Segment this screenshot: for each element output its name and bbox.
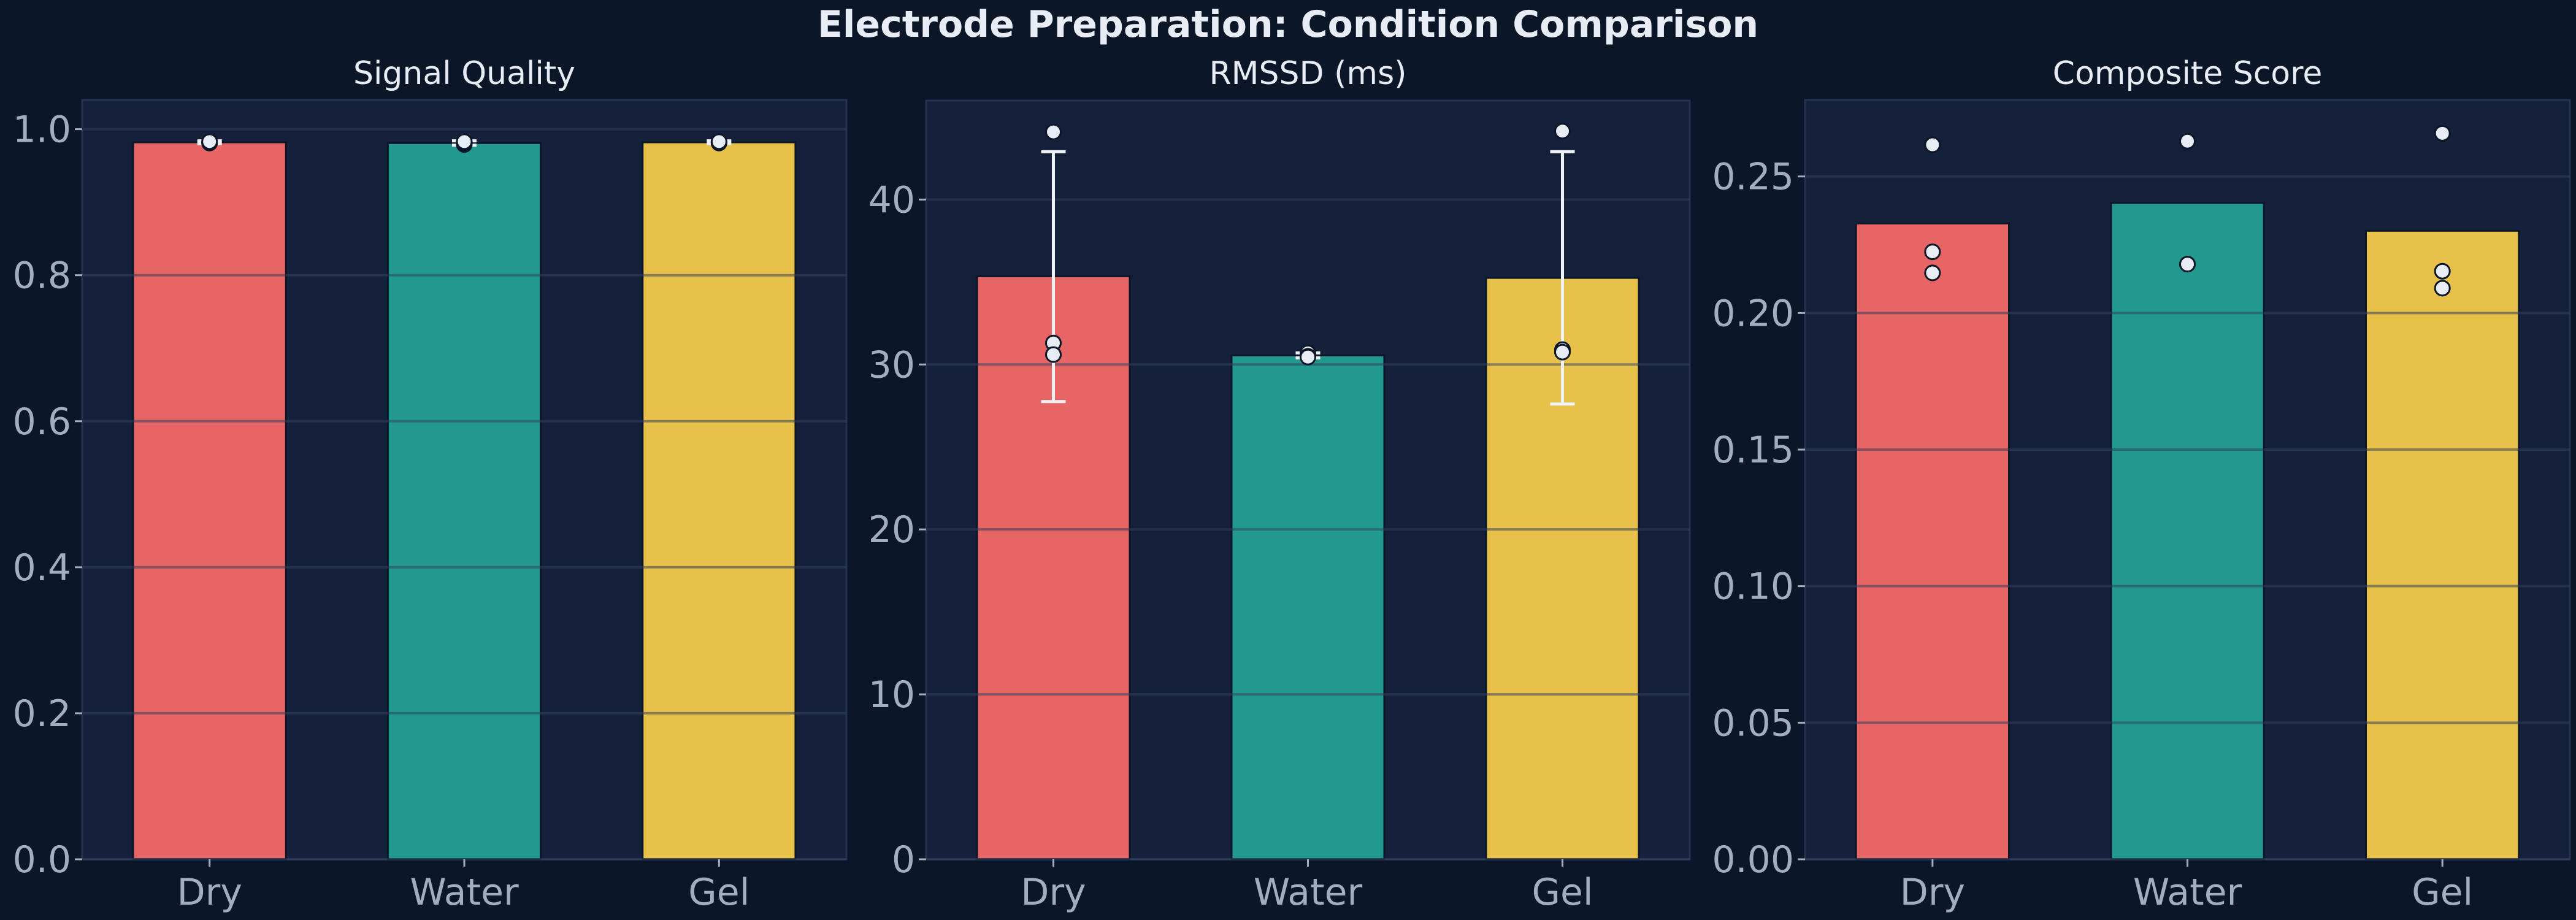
y-tick-label: 0.8 <box>13 255 71 297</box>
x-tick-label-water: Water <box>410 871 519 914</box>
subplot-title: Signal Quality <box>353 55 575 92</box>
y-tick-label: 30 <box>868 343 915 386</box>
bar-gel <box>642 141 797 861</box>
data-point-gel <box>2434 280 2451 297</box>
subplot-title: Composite Score <box>2053 55 2323 92</box>
x-tick-label-dry: Dry <box>1021 871 1086 914</box>
data-point-dry <box>1045 123 1062 140</box>
y-tick-label: 20 <box>868 508 915 551</box>
x-tick-label-gel: Gel <box>2412 871 2473 914</box>
data-point-dry <box>1924 136 1941 153</box>
y-tick-label: 0.4 <box>13 546 71 589</box>
data-point-gel <box>1554 123 1571 140</box>
subplot-2: RMSSD (ms) 0 10 20 30 40 Dry Water Gel <box>868 55 1691 914</box>
data-point-dry <box>1045 346 1062 363</box>
x-tick-label-dry: Dry <box>1900 871 1965 914</box>
bar-water <box>2110 202 2265 861</box>
data-point-dry <box>1924 264 1941 282</box>
data-point-gel <box>1554 343 1571 361</box>
data-point-gel <box>710 133 727 150</box>
y-tick-label: 0.00 <box>1712 838 1794 881</box>
y-tick-label: 0.25 <box>1712 156 1794 199</box>
data-point-water <box>456 133 473 150</box>
bar-dry <box>1855 222 2011 861</box>
x-tick-label-water: Water <box>2133 871 2242 914</box>
y-tick-label: 0.05 <box>1712 702 1794 745</box>
subplot-1: Signal Quality 0.0 0.2 0.4 0.6 0.8 1.0 Dry Water… <box>13 55 848 914</box>
bar-water <box>1230 354 1386 861</box>
data-point-gel <box>2434 263 2451 280</box>
subplot-title: RMSSD (ms) <box>1209 55 1407 92</box>
data-point-water <box>1300 348 1316 366</box>
data-point-dry <box>201 133 218 150</box>
y-tick-label: 40 <box>868 178 915 221</box>
data-point-water <box>2179 132 2196 150</box>
x-tick-label-dry: Dry <box>177 871 242 914</box>
x-tick-label-water: Water <box>1254 871 1363 914</box>
bar-water <box>386 142 542 861</box>
subplot-3: Composite Score 0.00 0.05 0.10 0.15 0.20 0.25 D… <box>1712 55 2571 914</box>
y-tick-label: 0.20 <box>1712 292 1794 335</box>
bar-gel <box>2364 229 2520 861</box>
y-tick-label: 1.0 <box>13 109 71 151</box>
data-point-gel <box>2434 125 2451 142</box>
x-tick-label-gel: Gel <box>1531 871 1593 914</box>
y-tick-label: 0.15 <box>1712 429 1794 472</box>
y-tick-label: 0.10 <box>1712 565 1794 608</box>
y-tick-label: 0.0 <box>13 838 71 881</box>
y-tick-label: 0 <box>892 838 915 881</box>
bar-dry <box>132 141 287 861</box>
y-tick-label: 0.6 <box>13 401 71 443</box>
y-tick-label: 0.2 <box>13 692 71 735</box>
y-tick-label: 10 <box>868 673 915 716</box>
figure-title: Electrode Preparation: Condition Compari… <box>818 3 1758 46</box>
data-point-water <box>2179 256 2196 273</box>
data-point-dry <box>1924 243 1941 261</box>
x-tick-label-gel: Gel <box>688 871 749 914</box>
